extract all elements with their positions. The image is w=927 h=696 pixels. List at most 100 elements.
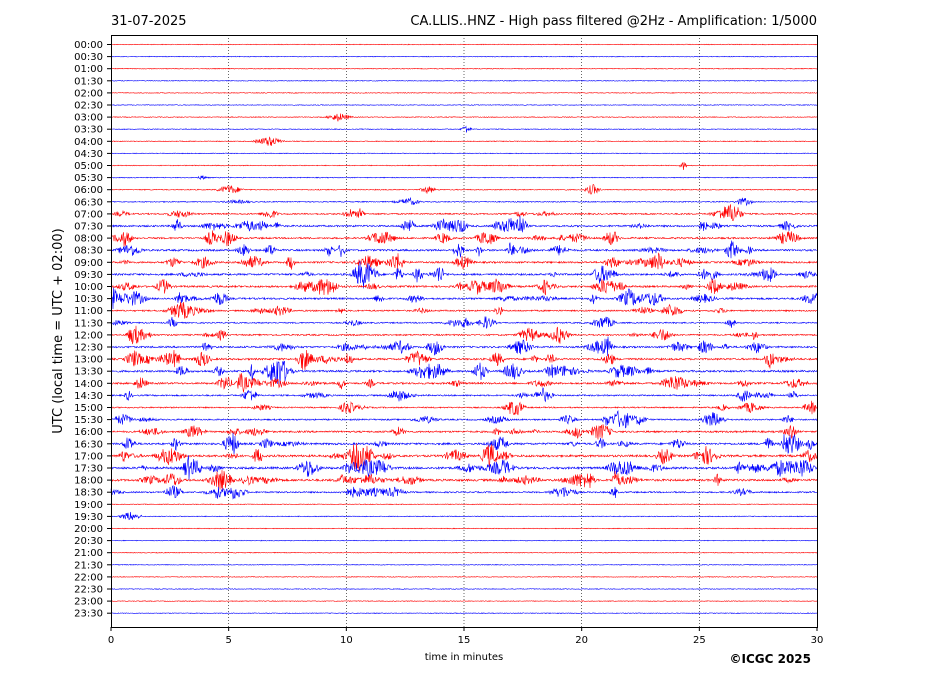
trace-row-0000 [110,43,818,46]
trace-row-1000 [110,278,818,296]
y-tick-label: 17:00 [74,451,103,462]
x-tick-label: 10 [340,635,353,646]
y-tick-label: 18:00 [74,476,103,487]
trace-row-0430 [110,152,818,155]
trace-row-1400 [110,373,818,393]
y-tick-label: 14:30 [74,391,103,402]
x-tick-label: 30 [811,635,824,646]
y-tick-label: 03:00 [74,113,103,124]
y-tick-label: 08:00 [74,234,103,245]
y-tick-label: 05:00 [74,161,103,172]
y-tick-label: 04:00 [74,137,103,148]
y-tick-label: 00:30 [74,52,103,63]
trace-row-1930 [110,511,818,521]
x-tick-label: 25 [693,635,706,646]
x-tick-label: 15 [458,635,471,646]
trace-row-1130 [110,316,818,329]
y-tick-label: 19:30 [74,512,103,523]
seismic-traces [110,43,818,615]
y-tick-label: 09:30 [74,270,103,281]
y-tick-label: 12:30 [74,343,103,354]
trace-row-1230 [110,336,818,357]
trace-row-1030 [110,287,818,309]
trace-row-2130 [110,563,818,566]
y-tick-label: 20:30 [74,536,103,547]
y-tick-label: 04:30 [74,149,103,160]
y-tick-label: 03:30 [74,125,103,136]
y-tick-label: 22:30 [74,585,103,596]
trace-row-0200 [110,92,818,94]
trace-row-1600 [110,424,818,440]
trace-row-0800 [110,230,818,247]
trace-row-1630 [110,432,818,455]
trace-row-0500 [110,161,818,171]
x-tick-label: 5 [225,635,231,646]
trace-row-2100 [110,551,818,554]
trace-row-1900 [110,503,818,506]
y-tick-label: 21:00 [74,548,103,559]
y-tick-label: 02:30 [74,101,103,112]
trace-row-0300 [110,113,818,122]
y-tick-label: 15:00 [74,403,103,414]
trace-row-1830 [110,484,818,500]
y-tick-label: 02:00 [74,88,103,99]
trace-row-1430 [110,387,818,403]
trace-row-0830 [110,240,818,259]
y-tick-label: 14:00 [74,379,103,390]
trace-row-2230 [110,588,818,590]
y-tick-label: 19:00 [74,500,103,511]
trace-row-1100 [110,301,818,319]
y-tick-label: 07:30 [74,222,103,233]
trace-row-1800 [110,470,818,491]
trace-row-0630 [110,196,818,207]
trace-row-1200 [110,325,818,345]
y-tick-label: 07:00 [74,209,103,220]
y-tick-label: 23:30 [74,609,103,620]
x-axis-label: time in minutes [425,652,504,663]
trace-row-0330 [110,125,818,133]
trace-row-0730 [110,215,818,233]
trace-row-2030 [110,539,818,542]
y-tick-label: 21:30 [74,560,103,571]
trace-row-0230 [110,104,818,106]
y-tick-label: 09:00 [74,258,103,269]
trace-row-2200 [110,576,818,578]
y-tick-label: 16:00 [74,427,103,438]
trace-row-1730 [110,455,818,481]
y-tick-label: 17:30 [74,464,103,475]
trace-row-0530 [110,175,818,180]
y-tick-label: 18:30 [74,488,103,499]
y-tick-label: 12:00 [74,330,103,341]
grid-lines [228,35,700,627]
plot-frame [111,35,818,628]
y-tick-label: 13:30 [74,367,103,378]
trace-row-1330 [110,360,818,385]
trace-row-1700 [110,443,818,472]
trace-row-2300 [110,600,818,602]
y-tick-label: 10:30 [74,294,103,305]
trace-row-0100 [110,67,818,70]
y-tick-label: 01:00 [74,64,103,75]
trace-row-0600 [110,184,818,195]
y-tick-label: 16:30 [74,439,103,450]
trace-row-0900 [110,252,818,270]
y-tick-label: 22:00 [74,572,103,583]
y-tick-label: 01:30 [74,76,103,87]
y-tick-label: 06:00 [74,185,103,196]
trace-row-0030 [110,55,818,58]
date-label: 31-07-2025 [111,14,187,29]
y-tick-label: 13:00 [74,355,103,366]
y-tick-label: 15:30 [74,415,103,426]
trace-row-0930 [110,260,818,289]
chart-title: CA.LLIS..HNZ - High pass filtered @2Hz -… [410,14,817,29]
y-tick-label: 11:00 [74,306,103,317]
trace-row-1500 [110,400,818,416]
x-tick-labels: 0 5 10 15 20 25 30 [108,627,824,646]
y-axis-label: UTC (local time = UTC + 02:00) [51,228,66,433]
y-tick-label: 10:00 [74,282,103,293]
x-tick-label: 20 [575,635,588,646]
y-tick-label: 06:30 [74,197,103,208]
trace-row-2330 [110,612,818,615]
